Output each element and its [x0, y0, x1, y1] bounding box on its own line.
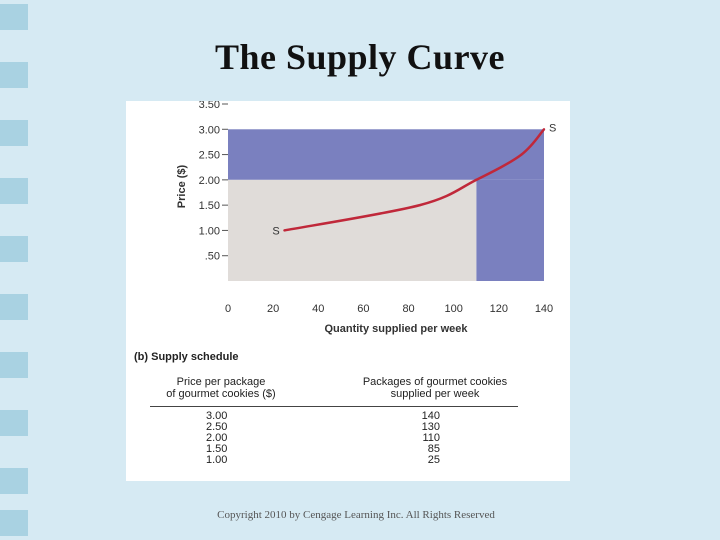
- schedule-divider: [150, 406, 518, 407]
- supply-schedule: (b) Supply schedule Price per package of…: [126, 101, 570, 481]
- price-cell: 1.00: [206, 454, 228, 466]
- strip-block: [0, 410, 28, 436]
- table-row: 2.50 130: [126, 422, 570, 433]
- shaded-region: [228, 179, 477, 281]
- quantity-cell: 140: [421, 410, 440, 422]
- quantity-column-header: Packages of gourmet cookies supplied per…: [350, 376, 520, 400]
- copyright-notice: Copyright 2010 by Cengage Learning Inc. …: [217, 509, 495, 521]
- price-cell: 3.00: [206, 410, 228, 422]
- quantity-cell: 25: [427, 454, 440, 466]
- price-cell: 1.50: [206, 443, 228, 455]
- quantity-cell: 85: [427, 443, 440, 455]
- y-tick-label: 1.50: [199, 200, 220, 212]
- table-row: 2.00 110: [126, 433, 570, 444]
- y-tick-label: 2.00: [199, 175, 220, 187]
- strip-block: [0, 294, 28, 320]
- strip-block: [0, 4, 28, 30]
- x-axis-label: Quantity supplied per week: [324, 323, 468, 335]
- qty-header-line1: Packages of gourmet cookies: [362, 376, 508, 388]
- y-tick-label: 3.50: [199, 101, 220, 111]
- supply-curve-line: [284, 128, 545, 232]
- quantity-cell: 130: [421, 421, 440, 433]
- shaded-region: [476, 179, 544, 281]
- strip-block: [0, 236, 28, 262]
- x-tick-label: 40: [312, 303, 324, 315]
- strip-block: [0, 120, 28, 146]
- table-row: 1.00 25: [126, 455, 570, 466]
- slide-title: The Supply Curve: [214, 37, 506, 77]
- strip-block: [0, 510, 28, 536]
- left-decorative-strip: [0, 0, 32, 540]
- table-row: 1.50 85: [126, 444, 570, 455]
- y-axis-label: Price ($): [176, 164, 188, 208]
- price-header-line2: of gourmet cookies ($): [166, 388, 276, 400]
- schedule-rows: 3.00 140 2.50 130 2.00 110 1.50 85 1.00 …: [126, 411, 570, 466]
- x-tick-label: 20: [267, 303, 279, 315]
- x-tick-label: 80: [402, 303, 414, 315]
- x-tick-label: 0: [225, 303, 231, 315]
- x-tick-label: 140: [535, 303, 553, 315]
- qty-header-line2: supplied per week: [390, 388, 480, 400]
- schedule-heading: (b) Supply schedule: [134, 351, 239, 363]
- strip-block: [0, 62, 28, 88]
- y-tick-label: 1.00: [199, 225, 220, 237]
- price-cell: 2.50: [206, 421, 228, 433]
- y-tick-label: 2.50: [199, 150, 220, 162]
- data-point: [418, 203, 422, 207]
- strip-block: [0, 178, 28, 204]
- data-point: [283, 229, 286, 232]
- data-point: [542, 128, 546, 131]
- strip-block: [0, 468, 28, 494]
- x-tick-label: 100: [445, 303, 463, 315]
- y-tick-label: .50: [205, 251, 220, 263]
- table-row: 3.00 140: [126, 411, 570, 422]
- figure-panel: .50 1.00 1.50 2.00 2.50 3.00 3.50 0 20 40 60 80 100 1…: [126, 101, 570, 481]
- strip-block: [0, 352, 28, 378]
- curve-label-start: S: [272, 225, 279, 237]
- y-tick-label: 3.00: [199, 124, 220, 136]
- x-tick-label: 120: [490, 303, 508, 315]
- supply-chart: .50 1.00 1.50 2.00 2.50 3.00 3.50 0 20 40 60 80 100 1…: [176, 101, 556, 335]
- price-column-header: Price per package of gourmet cookies ($): [156, 376, 286, 400]
- curve-label-end: S: [549, 122, 556, 134]
- quantity-cell: 110: [422, 432, 440, 444]
- price-header-line1: Price per package: [176, 376, 266, 388]
- data-point: [475, 178, 478, 182]
- x-tick-label: 60: [357, 303, 369, 315]
- data-point: [520, 153, 523, 156]
- price-cell: 2.00: [206, 432, 228, 444]
